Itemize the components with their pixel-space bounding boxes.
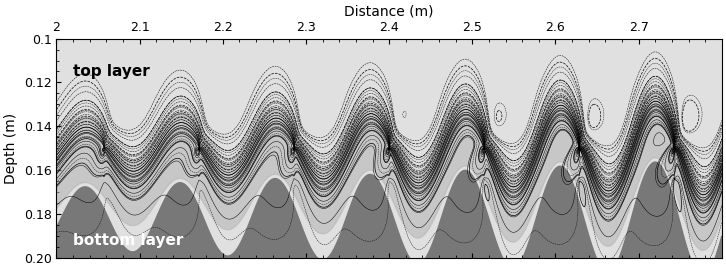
- Polygon shape: [57, 162, 722, 270]
- Text: bottom layer: bottom layer: [73, 233, 184, 248]
- Polygon shape: [57, 92, 722, 250]
- X-axis label: Distance (m): Distance (m): [344, 4, 434, 18]
- Text: top layer: top layer: [73, 64, 150, 79]
- Y-axis label: Depth (m): Depth (m): [4, 113, 18, 184]
